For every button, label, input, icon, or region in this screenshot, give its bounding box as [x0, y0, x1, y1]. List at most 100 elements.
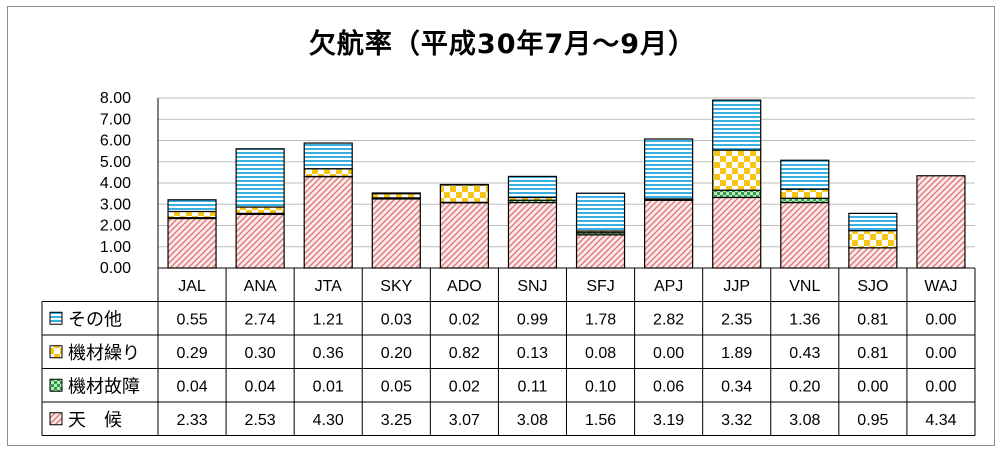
- data-label: 3.07: [449, 412, 480, 429]
- bar-segment-weather: [235, 213, 285, 269]
- data-label: 0.30: [245, 345, 276, 362]
- y-tick-label: 0.00: [100, 260, 131, 277]
- data-label: 0.55: [176, 311, 207, 328]
- data-label: 0.13: [517, 345, 548, 362]
- category-label: VNL: [789, 278, 820, 295]
- data-label: 0.01: [313, 378, 344, 395]
- bar-segment-weather: [712, 196, 762, 269]
- bar-segment-rotation: [371, 193, 421, 199]
- y-tick-label: 3.00: [100, 196, 131, 213]
- bar-segment-other: [575, 192, 626, 232]
- bar-segment-failure: [780, 197, 830, 204]
- data-label: 3.08: [517, 412, 548, 429]
- data-label: 0.36: [313, 345, 344, 362]
- data-label: 0.00: [857, 378, 888, 395]
- legend-label-other: その他: [68, 309, 122, 329]
- legend-key-failure: [49, 378, 63, 392]
- data-label: 0.95: [857, 412, 888, 429]
- bar-segment-other: [712, 99, 762, 151]
- data-label: 0.06: [653, 378, 684, 395]
- data-label: 0.02: [449, 311, 480, 328]
- category-label: SJO: [857, 278, 888, 295]
- bar-segment-rotation: [712, 149, 762, 191]
- bar-segment-other: [167, 199, 217, 213]
- data-label: 2.35: [721, 311, 752, 328]
- bar-segment-other: [371, 192, 421, 195]
- data-label: 4.34: [925, 412, 956, 429]
- legend-key-other: [49, 311, 63, 325]
- axis-layer: 0.00 1.00 2.00 3.00 4.00 5.00 6.00 7.00 8.00: [100, 90, 131, 277]
- data-label: 0.20: [381, 345, 412, 362]
- data-label: 0.00: [653, 345, 684, 362]
- bar-segment-rotation: [235, 206, 285, 214]
- y-tick-label: 8.00: [100, 90, 131, 107]
- category-label: JTA: [315, 278, 343, 295]
- data-label: 0.00: [925, 378, 956, 395]
- legend-label-rotation: 機材繰り: [68, 343, 140, 363]
- bar-segment-weather: [644, 199, 694, 269]
- data-label: 0.08: [585, 345, 616, 362]
- chart-title: 欠航率（平成30年7月～9月）: [308, 29, 697, 60]
- data-label: 0.02: [449, 378, 480, 395]
- data-label: 3.19: [653, 412, 684, 429]
- data-label: 1.56: [585, 412, 616, 429]
- data-label: 0.43: [789, 345, 820, 362]
- bar-segment-other: [780, 159, 830, 190]
- category-label: SKY: [380, 278, 412, 295]
- bars-layer: [167, 99, 966, 269]
- y-tick-label: 7.00: [100, 111, 131, 128]
- category-label: JAL: [178, 278, 206, 295]
- bar-segment-weather: [780, 201, 830, 269]
- category-label: APJ: [654, 278, 683, 295]
- bar-segment-failure: [712, 189, 762, 199]
- data-label: 0.99: [517, 311, 548, 328]
- data-label: 1.36: [789, 311, 820, 328]
- legend-label-failure: 機材故障: [68, 376, 140, 396]
- bar-segment-weather: [507, 201, 558, 269]
- bar-segment-rotation: [780, 188, 830, 199]
- data-label: 2.53: [245, 412, 276, 429]
- category-label: JJP: [723, 278, 750, 295]
- data-label: 0.04: [245, 378, 276, 395]
- category-label: ADO: [447, 278, 482, 295]
- data-label: 0.29: [176, 345, 207, 362]
- data-label: 0.82: [449, 345, 480, 362]
- y-tick-label: 6.00: [100, 133, 131, 150]
- bar-segment-rotation: [303, 168, 353, 178]
- y-tick-label: 5.00: [100, 154, 131, 171]
- grid-layer: [158, 97, 975, 269]
- legend-label-weather: 天 候: [68, 410, 122, 430]
- data-label: 0.00: [925, 345, 956, 362]
- legend-key-weather: [49, 412, 63, 426]
- bar-segment-rotation: [167, 210, 217, 219]
- category-label: ANA: [244, 278, 277, 295]
- bar-segment-weather: [439, 202, 489, 269]
- data-label: 0.10: [585, 378, 616, 395]
- data-label: 0.34: [721, 378, 752, 395]
- data-label: 0.00: [925, 311, 956, 328]
- data-label: 1.21: [313, 311, 344, 328]
- data-label: 2.33: [176, 412, 207, 429]
- y-tick-label: 2.00: [100, 218, 131, 235]
- bar-segment-other: [235, 148, 285, 208]
- data-label: 2.82: [653, 311, 684, 328]
- bar-segment-rotation: [439, 184, 489, 203]
- bar-segment-weather: [916, 175, 966, 269]
- bar-segment-other: [848, 212, 898, 232]
- category-label: SFJ: [586, 278, 614, 295]
- bar-segment-weather: [371, 198, 421, 269]
- data-label: 2.74: [245, 311, 276, 328]
- data-label: 0.05: [381, 378, 412, 395]
- y-tick-label: 4.00: [100, 175, 131, 192]
- data-label: 0.20: [789, 378, 820, 395]
- bar-segment-weather: [167, 217, 217, 269]
- data-label: 0.11: [517, 378, 547, 395]
- data-label: 3.32: [721, 412, 752, 429]
- bar-segment-weather: [575, 234, 626, 269]
- category-label: SNJ: [517, 278, 547, 295]
- data-label: 0.81: [857, 345, 888, 362]
- data-label: 1.89: [721, 345, 752, 362]
- bar-segment-other: [644, 138, 694, 200]
- bar-segment-rotation: [848, 230, 898, 249]
